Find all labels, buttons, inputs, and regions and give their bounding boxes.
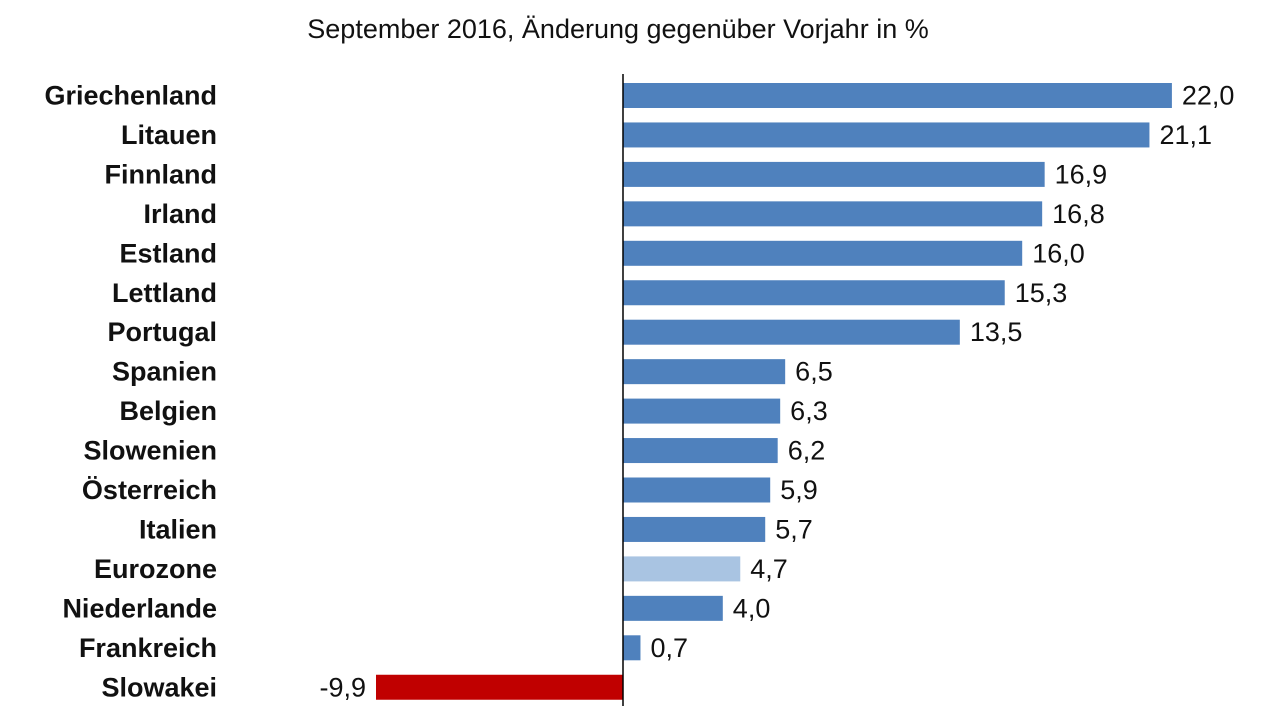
value-label-estland: 16,0: [1032, 238, 1085, 268]
category-label-portugal: Portugal: [107, 317, 217, 347]
category-label-estland: Estland: [119, 238, 217, 268]
bar-estland: [623, 240, 1023, 266]
bar-eurozone: [623, 556, 741, 582]
value-label-finnland: 16,9: [1055, 159, 1108, 189]
category-label-slowenien: Slowenien: [83, 436, 217, 466]
bar-niederlande: [623, 595, 723, 621]
value-label-spanien: 6,5: [795, 357, 833, 387]
value-label-eurozone: 4,7: [750, 554, 788, 584]
category-label-slowakei: Slowakei: [101, 672, 217, 702]
category-label-niederlande: Niederlande: [62, 593, 217, 623]
value-label-slowenien: 6,2: [788, 436, 826, 466]
value-label-slowakei: -9,9: [319, 672, 366, 702]
category-label-irland: Irland: [143, 199, 217, 229]
category-label-griechenland: Griechenland: [44, 81, 217, 111]
bar-oesterreich: [623, 477, 771, 503]
value-label-belgien: 6,3: [790, 396, 828, 426]
bar-slowakei: [375, 674, 623, 700]
bar-slowenien: [623, 438, 778, 464]
category-label-litauen: Litauen: [121, 120, 217, 150]
bar-belgien: [623, 398, 781, 424]
chart-title: September 2016, Änderung gegenüber Vorja…: [307, 14, 929, 44]
category-label-lettland: Lettland: [112, 278, 217, 308]
bar-spanien: [623, 359, 786, 385]
category-label-oesterreich: Österreich: [82, 475, 217, 505]
category-label-belgien: Belgien: [119, 396, 217, 426]
value-label-lettland: 15,3: [1015, 278, 1068, 308]
category-label-eurozone: Eurozone: [94, 554, 217, 584]
value-label-irland: 16,8: [1052, 199, 1105, 229]
bar-finnland: [623, 161, 1045, 187]
value-label-oesterreich: 5,9: [780, 475, 818, 505]
bar-litauen: [623, 122, 1150, 148]
value-label-niederlande: 4,0: [733, 593, 771, 623]
bar-portugal: [623, 319, 960, 345]
bar-lettland: [623, 280, 1005, 306]
category-label-italien: Italien: [139, 514, 217, 544]
value-label-frankreich: 0,7: [650, 633, 688, 663]
value-label-griechenland: 22,0: [1182, 81, 1235, 111]
bar-griechenland: [623, 83, 1172, 108]
bar-irland: [623, 201, 1043, 227]
value-label-italien: 5,7: [775, 514, 813, 544]
value-label-portugal: 13,5: [970, 317, 1023, 347]
bar-italien: [623, 516, 766, 542]
bar-frankreich: [623, 635, 641, 661]
category-label-spanien: Spanien: [112, 357, 217, 387]
category-label-finnland: Finnland: [105, 159, 217, 189]
category-label-frankreich: Frankreich: [79, 633, 217, 663]
value-label-litauen: 21,1: [1159, 120, 1212, 150]
